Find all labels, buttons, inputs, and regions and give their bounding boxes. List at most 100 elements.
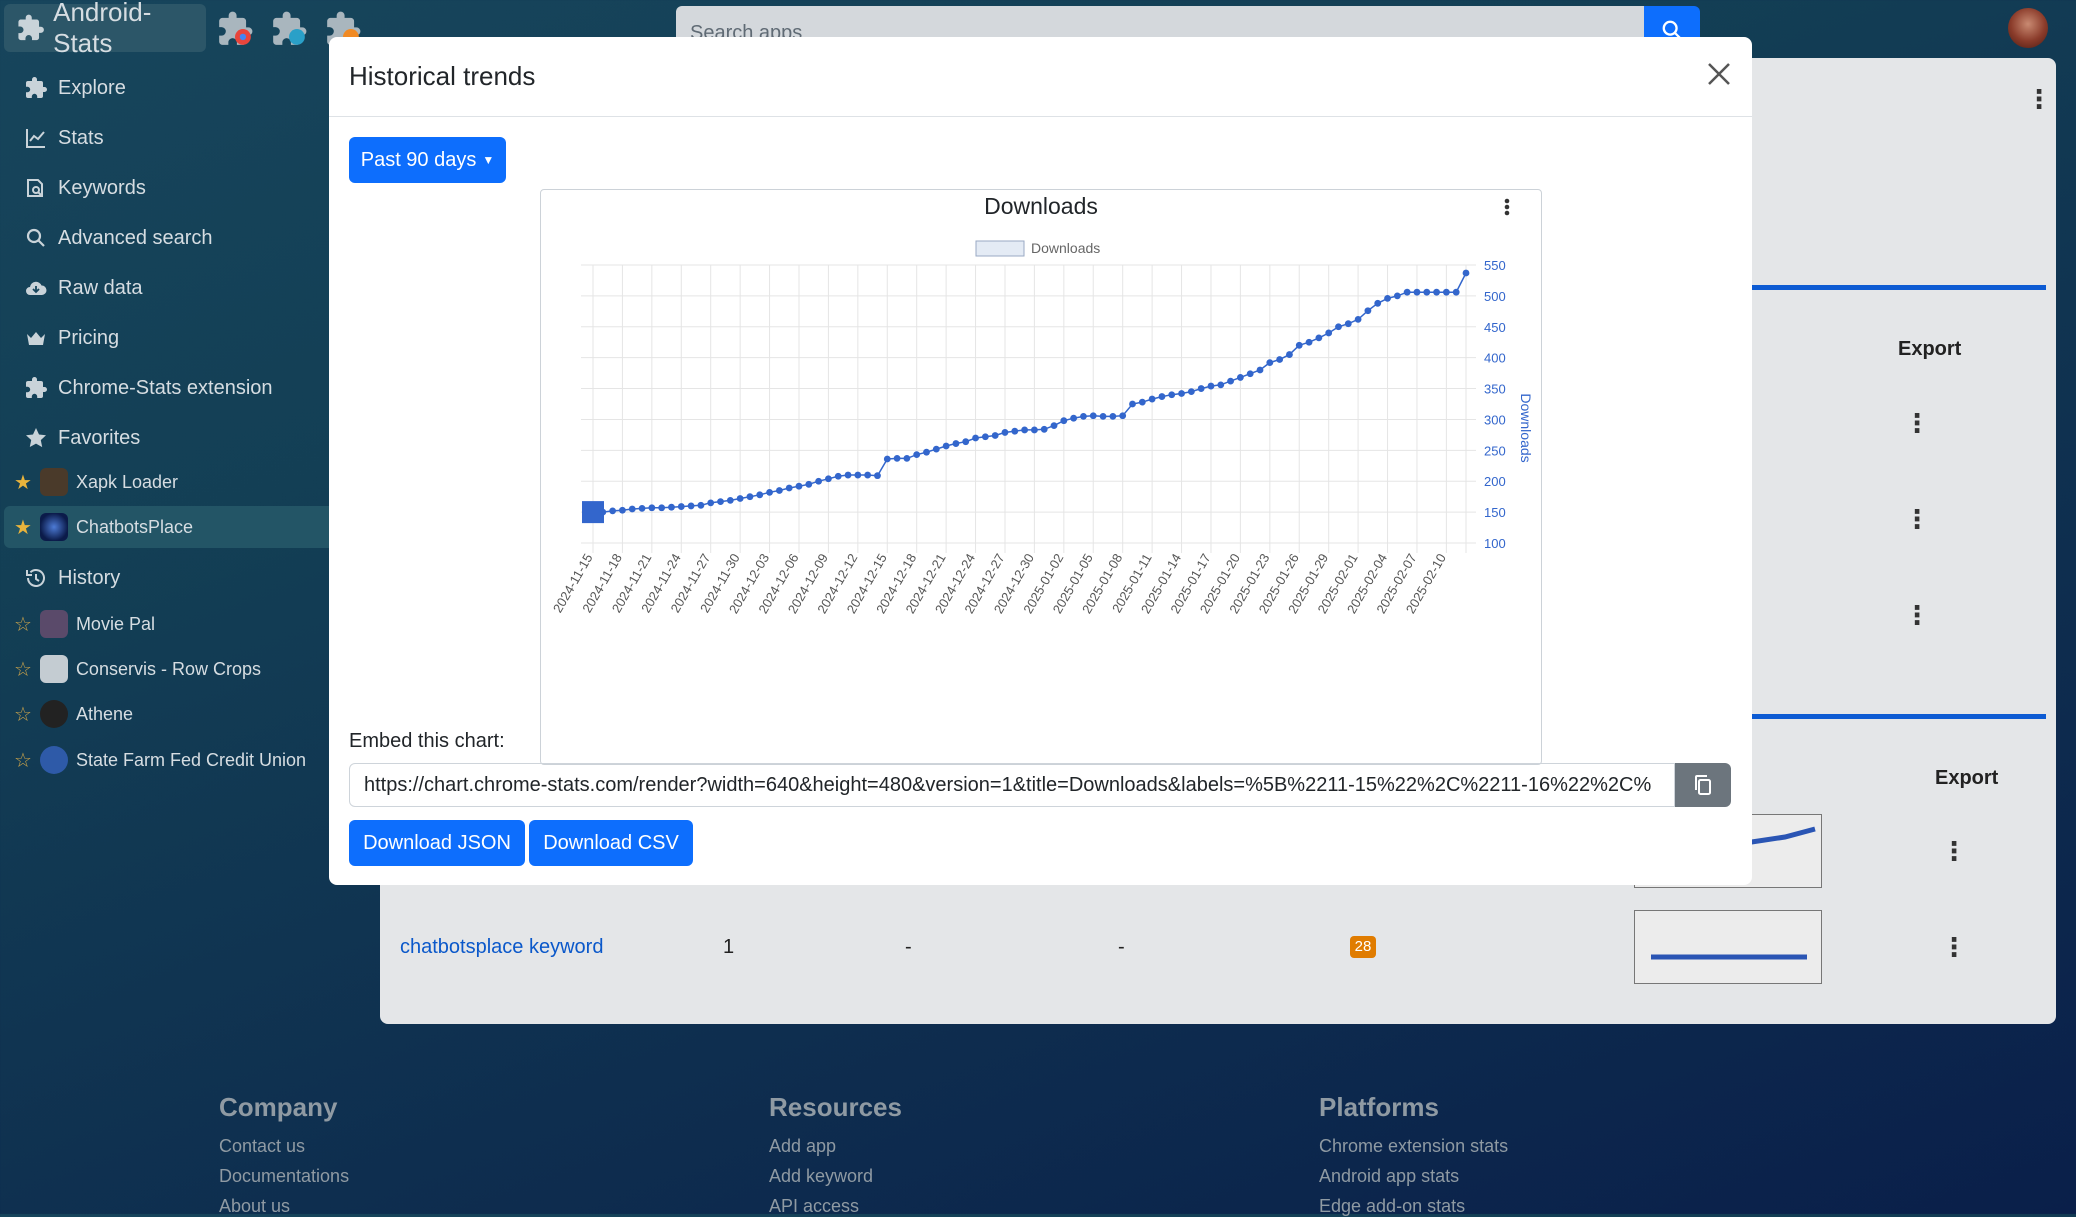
sidebar-item-pricing[interactable]: Pricing [24,320,119,356]
chart-title: Downloads [984,193,1098,219]
app-icon [39,655,68,683]
kebab-icon[interactable]: ⋮ [1904,408,1930,438]
data-point [932,445,940,453]
y-tick-label: 100 [1484,536,1506,551]
data-point [668,503,675,511]
star-outline-icon[interactable]: ☆ [14,613,32,636]
footer-link[interactable]: Edge add-on stats [1319,1196,1466,1216]
close-icon [1708,63,1730,85]
avatar[interactable] [2008,8,2048,48]
star-icon: ★ [14,516,32,539]
keyword-col3: - [1118,936,1125,958]
kebab-icon[interactable]: ⋮ [2026,84,2052,114]
data-point [1452,288,1460,296]
explore-icon [26,77,47,98]
data-point [766,488,773,496]
app-icon [39,468,68,496]
sidebar-item-favorites[interactable]: Favorites [24,420,140,456]
footer-link[interactable]: API access [769,1196,860,1216]
sidebar-item-keywords[interactable]: Keywords [24,170,146,206]
sidebar-item-stats[interactable]: Stats [24,120,104,156]
data-point [883,455,891,463]
y-tick-label: 250 [1484,443,1506,458]
footer-link[interactable]: Chrome extension stats [1319,1136,1509,1156]
data-point [1060,417,1068,425]
history-item-movie-pal[interactable]: ☆ Movie Pal [14,604,155,644]
favorite-item-chatbotsplace[interactable]: ★ ChatbotsPlace [14,507,193,547]
y-tick-label: 200 [1484,474,1506,489]
close-button[interactable] [1704,59,1734,89]
data-point [677,503,685,510]
data-point [1335,323,1342,331]
data-point [1384,294,1391,302]
history-item-conservis[interactable]: ☆ Conservis - Row Crops [14,649,261,689]
puzzle-icon [18,14,44,41]
footer-link[interactable]: Documentations [219,1166,350,1186]
chart-menu-kebab-icon[interactable] [1504,198,1510,216]
data-point [1403,288,1411,296]
kebab-icon[interactable]: ⋮ [1941,932,1967,962]
data-point [1227,377,1234,385]
data-point [1364,307,1372,315]
star-outline-icon[interactable]: ☆ [14,703,32,726]
data-point [1119,412,1127,420]
history-item-state-farm[interactable]: ☆ State Farm Fed Credit Union [14,740,306,780]
history-icon [26,569,45,587]
data-point [1423,288,1431,296]
data-point [893,454,901,462]
advanced-search-icon [26,228,45,247]
data-point [991,432,999,439]
puzzle-icon [26,377,47,398]
data-point [1178,390,1185,397]
sidebar-item-advanced-search[interactable]: Advanced search [24,220,213,256]
sidebar-item-label: Stats [58,126,104,149]
sidebar-item-label: Advanced search [58,226,213,249]
history-item-athene[interactable]: ☆ Athene [14,694,133,734]
export-header: Export [1935,767,1999,789]
download-json-button[interactable]: Download JSON [349,820,525,866]
data-point [962,438,970,446]
footer-link[interactable]: Android app stats [1319,1166,1460,1186]
download-csv-button[interactable]: Download CSV [529,820,693,866]
kebab-icon[interactable]: ⋮ [1904,600,1930,630]
data-point [1011,427,1019,435]
data-point [1168,391,1176,399]
data-point [913,451,921,459]
footer-link[interactable]: Add app [769,1136,837,1156]
sidebar-item-history[interactable]: History [24,560,120,596]
app-icon [39,700,68,728]
modal-header: Historical trends [329,37,1752,117]
range-dropdown-button[interactable]: Past 90 days ▼ [349,137,506,183]
footer-link[interactable]: Contact us [219,1136,306,1156]
data-point [1040,425,1048,433]
copy-button[interactable] [1675,763,1731,807]
star-outline-icon[interactable]: ☆ [14,749,32,772]
sidebar-item-raw-data[interactable]: Raw data [24,270,143,306]
star-outline-icon[interactable]: ☆ [14,658,32,681]
data-point [582,501,604,524]
sidebar-item-label: Pricing [58,326,120,349]
data-point [1187,388,1195,396]
keyword-link[interactable]: chatbotsplace keyword [400,936,604,958]
data-point [1129,400,1136,408]
legend-swatch[interactable] [975,240,1025,257]
edge-stats-link[interactable] [270,10,310,50]
data-point [795,482,803,490]
data-point [1050,422,1058,430]
favorite-item-xapk-loader[interactable]: ★ Xapk Loader [14,462,178,502]
sidebar-item-chrome-stats-extension[interactable]: Chrome-Stats extension [24,370,273,406]
kebab-icon[interactable]: ⋮ [1941,836,1967,866]
kebab-icon[interactable]: ⋮ [1904,504,1930,534]
chrome-stats-link[interactable] [216,10,256,50]
footer-link[interactable]: About us [219,1196,291,1216]
brand-home-link[interactable]: Android-Stats [4,0,206,58]
chart-svg: Downloads Downloads 100 150 200 250 300 350 40… [550,193,1534,616]
legend-label[interactable]: Downloads [1031,240,1100,256]
footer-link[interactable]: Add keyword [769,1166,874,1186]
data-point [717,498,724,506]
data-point [952,440,960,447]
sidebar-item-explore[interactable]: Explore [24,70,126,106]
data-point [1393,292,1401,300]
embed-url-input[interactable]: https://chart.chrome-stats.com/render?wi… [349,763,1675,807]
data-point [981,433,989,441]
